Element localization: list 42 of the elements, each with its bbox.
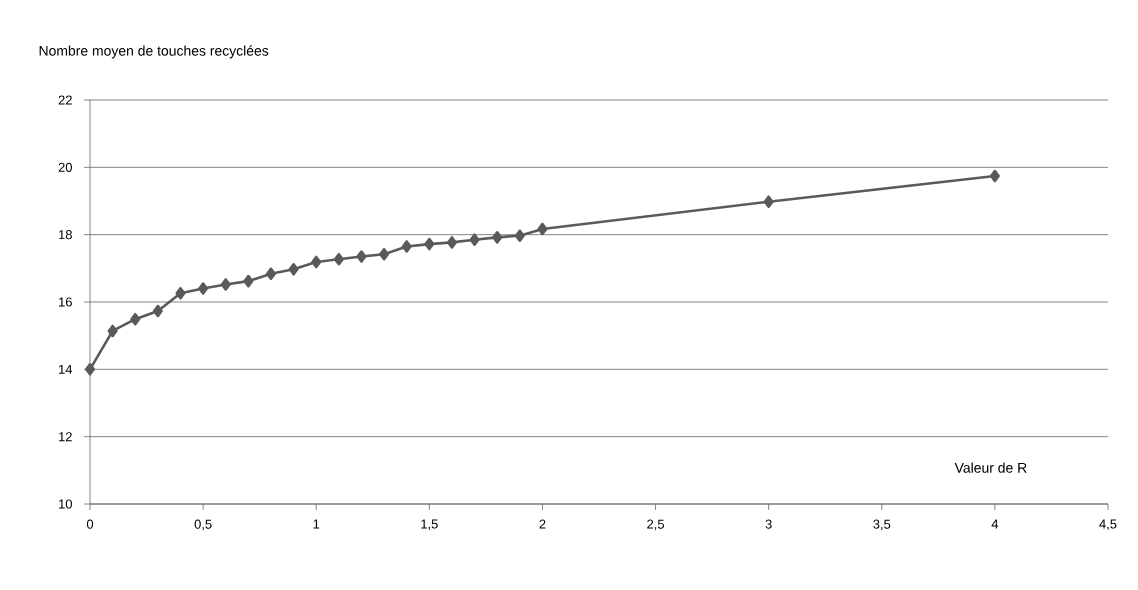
x-tick-label: 3 [765, 519, 772, 529]
point [333, 252, 344, 266]
x-tick-label: 1 [313, 519, 320, 529]
point [492, 231, 503, 244]
y-tick-label: 16 [59, 297, 72, 307]
point [84, 363, 96, 376]
x-axis-title: Valeur de R [954, 462, 1027, 473]
y-tick-label: 12 [59, 432, 72, 442]
point [379, 247, 390, 261]
point [424, 237, 435, 251]
point [130, 312, 141, 326]
x-tick-label: 1,5 [421, 519, 438, 531]
point [356, 250, 367, 263]
x-tick-label: 0 [86, 519, 94, 529]
x-tick-label: 4 [991, 519, 999, 529]
point [243, 274, 254, 288]
x-tick-label: 2 [539, 519, 546, 529]
point [763, 195, 774, 208]
point [469, 233, 480, 247]
point [152, 304, 163, 318]
x-tick-label: 3,5 [873, 519, 891, 531]
y-tick-label: 14 [59, 364, 73, 374]
point [989, 169, 1000, 183]
point [537, 222, 548, 236]
x-tick-label: 0,5 [194, 519, 212, 531]
point [401, 240, 412, 253]
point [175, 286, 186, 300]
point [311, 255, 322, 269]
y-tick-label: 20 [58, 162, 72, 172]
point [265, 267, 277, 281]
y-tick-label: 10 [59, 499, 72, 509]
x-tick-label: 2,5 [647, 519, 665, 531]
point [198, 282, 209, 295]
point [288, 263, 299, 276]
x-tick-label: 4,5 [1099, 519, 1117, 531]
y-tick-label: 18 [59, 230, 72, 240]
point [446, 236, 457, 249]
y-axis-title: Nombre moyen de touches recyclées [39, 45, 269, 59]
y-tick-label: 22 [58, 95, 72, 105]
point [107, 324, 118, 338]
point [220, 278, 231, 291]
point [514, 229, 525, 242]
